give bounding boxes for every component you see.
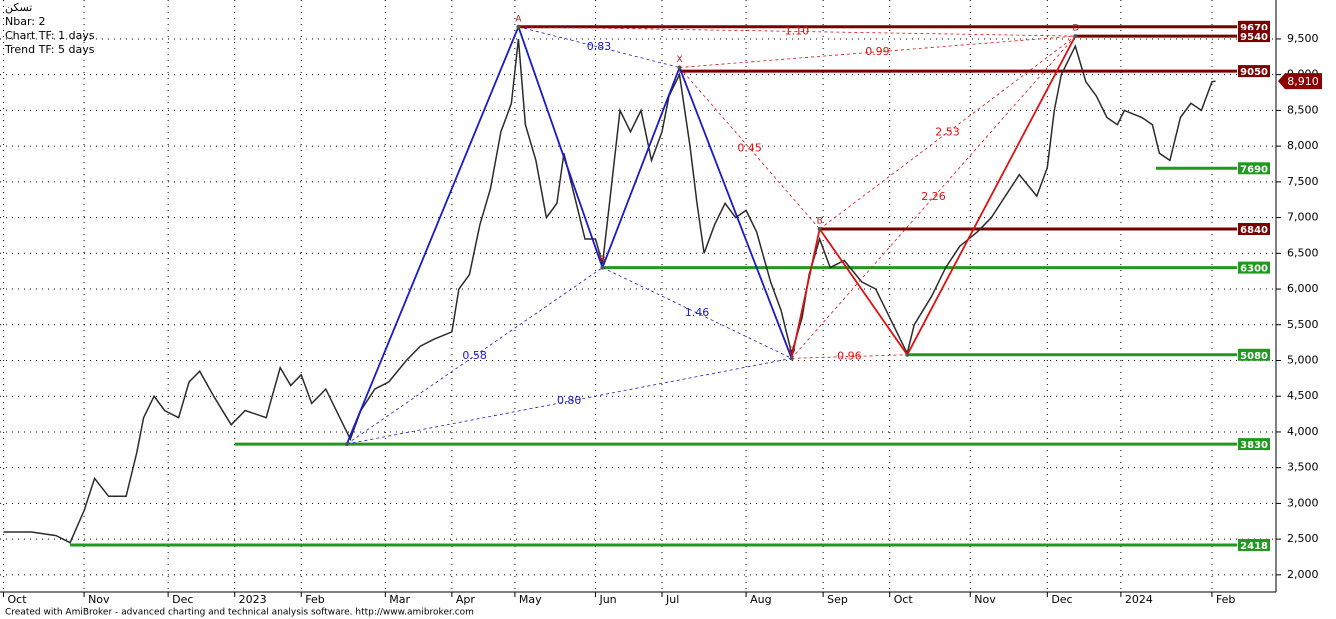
y-tick-label: 7,500 (1287, 175, 1319, 188)
y-tick-label: 5,500 (1287, 318, 1319, 331)
info: Chart TF: 1 days (5, 29, 95, 42)
ratio-label: 0.96 (837, 350, 862, 363)
x-tick-label: Feb (1216, 593, 1235, 606)
footer: Created with AmiBroker - advanced charti… (5, 608, 474, 618)
pattern-point (600, 265, 605, 270)
point-label: B (817, 217, 823, 227)
ratio-label: 0.45 (737, 141, 762, 154)
x-tick-label: Oct (894, 593, 914, 606)
pattern-point (516, 24, 521, 29)
level-label: 9540 (1240, 32, 1268, 43)
pattern-leg (791, 354, 908, 359)
ratio-label: 1.10 (785, 24, 810, 37)
y-tick-label: 3,000 (1287, 496, 1319, 509)
y-tick-label: 4,500 (1287, 389, 1319, 402)
ratio-label: 1.46 (685, 306, 710, 319)
y-tick-label: 2,500 (1287, 532, 1319, 545)
pattern-point (344, 442, 349, 447)
pattern-leg (679, 35, 1076, 68)
pattern-leg (790, 228, 821, 359)
info: Trend TF: 5 days (4, 43, 95, 56)
pattern-point (817, 227, 822, 232)
pattern-leg (518, 26, 680, 68)
y-tick-label: 2,000 (1287, 568, 1319, 581)
y-tick-label: 8,500 (1287, 103, 1319, 116)
point-label: D (789, 346, 796, 356)
pattern-leg (601, 67, 681, 268)
last-value-label: 8,910 (1287, 75, 1319, 88)
level-box (1238, 65, 1270, 78)
pattern-leg (345, 26, 520, 445)
pattern-leg (819, 35, 1076, 230)
point-label: A (515, 14, 522, 24)
point-label: B (599, 255, 605, 265)
pattern-point (1073, 34, 1078, 39)
x-tick-label: 2024 (1125, 593, 1153, 606)
level-box (1238, 348, 1270, 361)
x-tick-label: Oct (8, 593, 28, 606)
x-tick-label: Jun (598, 593, 616, 606)
level-box (1238, 30, 1270, 43)
y-tick-label: 4,000 (1287, 425, 1319, 438)
x-tick-label: Mar (389, 593, 410, 606)
pattern-leg (346, 267, 603, 445)
point-label: X (677, 55, 683, 65)
level-box (1238, 261, 1270, 274)
level-box (1238, 20, 1270, 33)
level-box (1238, 538, 1270, 551)
x-tick-label: Feb (305, 593, 324, 606)
y-tick-label: 7,000 (1287, 211, 1319, 224)
x-tick-label: 2023 (239, 593, 267, 606)
y-tick-label: 5,000 (1287, 353, 1319, 366)
y-tick-label: 6,500 (1287, 246, 1319, 259)
level-label: 6840 (1240, 225, 1268, 236)
pattern-point (789, 356, 794, 361)
x-tick-label: Nov (974, 593, 996, 606)
level-label: 5080 (1240, 351, 1268, 362)
ratio-label: 0.58 (462, 349, 487, 362)
pattern-leg (602, 267, 792, 359)
level-box (1238, 223, 1270, 236)
x-tick-label: Apr (456, 593, 476, 606)
x-tick-label: Jul (665, 593, 679, 606)
x-tick-label: Aug (750, 593, 771, 606)
chart-title: تسکن (5, 1, 32, 14)
x-tick-label: Dec (172, 593, 193, 606)
level-label: 9050 (1240, 67, 1268, 78)
point-label: D (1072, 24, 1079, 34)
ratio-label: 0.99 (865, 45, 890, 58)
level-label: 6300 (1240, 264, 1268, 275)
y-tick-label: 6,000 (1287, 282, 1319, 295)
pattern-point (677, 65, 682, 70)
level-label: 7690 (1240, 164, 1268, 175)
x-tick-label: Dec (1051, 593, 1072, 606)
ratio-label: 0.80 (557, 394, 582, 407)
level-label: 2418 (1240, 541, 1268, 552)
y-tick-label: 3,500 (1287, 461, 1319, 474)
y-tick-label: 8,000 (1287, 139, 1319, 152)
pattern-leg (518, 26, 1076, 37)
level-box (1238, 438, 1270, 451)
x-tick-label: May (519, 593, 542, 606)
x-tick-label: Sep (827, 593, 848, 606)
level-label: 9670 (1240, 23, 1268, 34)
price-line (3, 38, 1216, 544)
ratio-label: 2.53 (935, 126, 960, 139)
pattern-point (905, 352, 910, 357)
pattern-leg (678, 67, 793, 359)
pattern-leg (906, 35, 1077, 356)
pattern-leg (818, 228, 908, 356)
ratio-label: 0.83 (587, 40, 612, 53)
info: Nbar: 2 (5, 15, 45, 28)
level-box (1238, 162, 1270, 175)
y-tick-label: 9,500 (1287, 32, 1319, 45)
level-label: 3830 (1240, 440, 1268, 451)
ratio-label: 2.26 (921, 190, 946, 203)
x-tick-label: Nov (88, 593, 110, 606)
last-value-box (1278, 73, 1322, 90)
pattern-leg (517, 26, 604, 268)
